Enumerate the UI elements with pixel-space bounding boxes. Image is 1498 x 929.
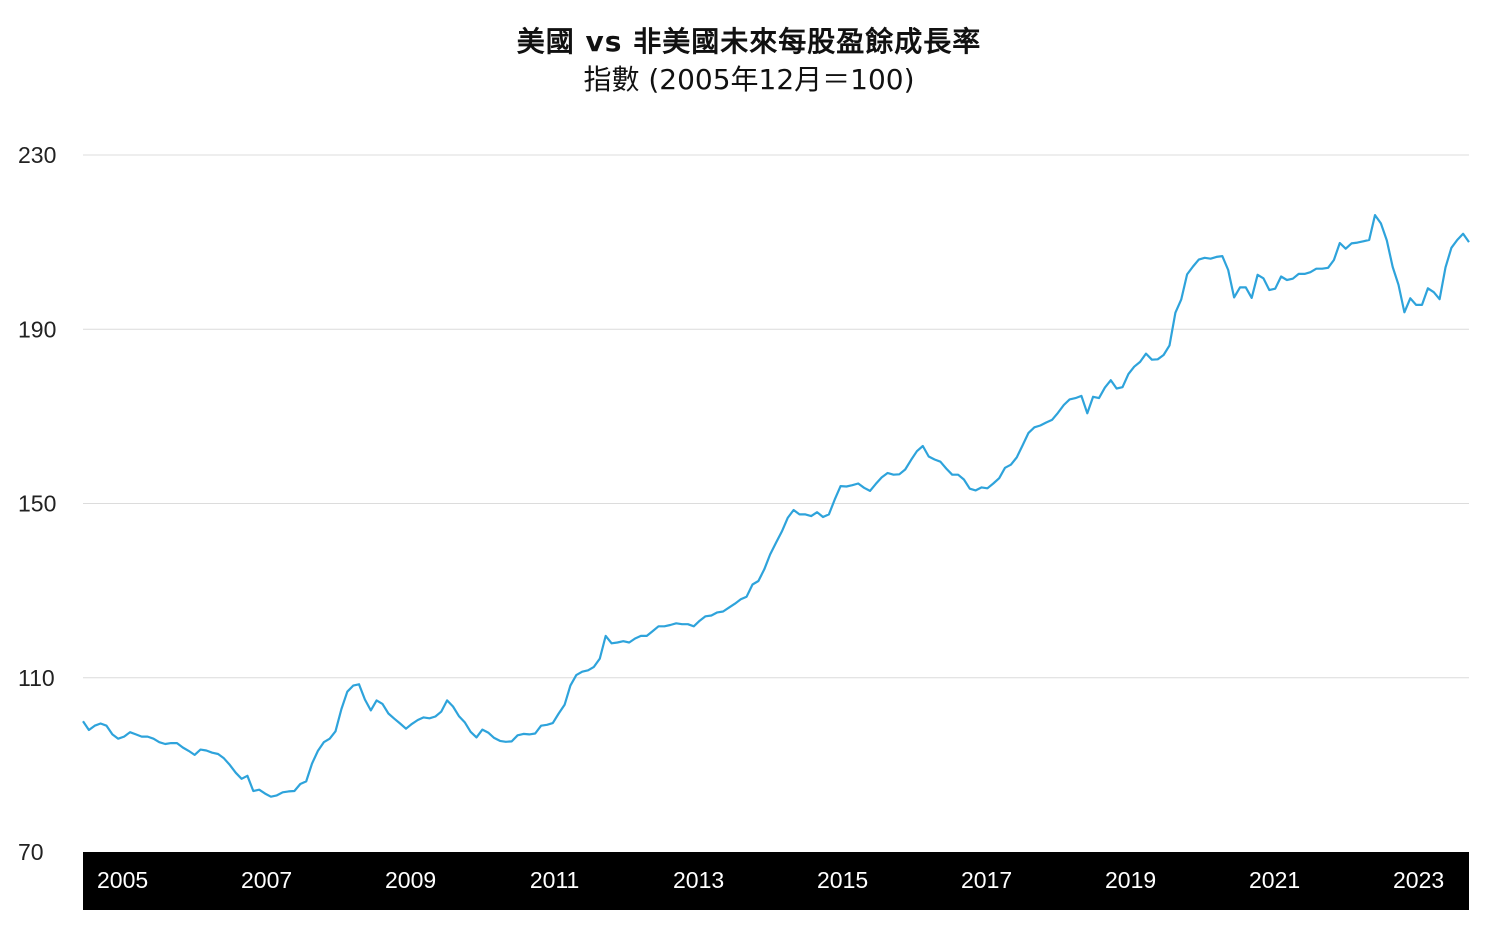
x-axis-ticks: 2005 2007 2009 2011 2013 2015 2017 2019 2021 2023 xyxy=(97,867,1444,893)
y-tick-label: 110 xyxy=(18,665,55,691)
chart-subtitle: 指數 (2005年12月＝100) xyxy=(583,63,915,96)
chart-title: 美國 vs 非美國未來每股盈餘成長率 xyxy=(516,25,982,58)
x-tick-label: 2017 xyxy=(961,867,1012,893)
series-line-0 xyxy=(82,214,1470,798)
y-axis-ticks: 70 110 150 190 230 xyxy=(18,142,56,865)
x-tick-label: 2019 xyxy=(1105,867,1156,893)
x-tick-label: 2023 xyxy=(1393,867,1444,893)
x-tick-label: 2009 xyxy=(385,867,436,893)
x-tick-label: 2013 xyxy=(673,867,724,893)
x-tick-label: 2021 xyxy=(1249,867,1300,893)
gridlines xyxy=(83,154,1469,679)
x-tick-label: 2015 xyxy=(817,867,868,893)
x-tick-label: 2011 xyxy=(530,867,579,893)
y-tick-label: 70 xyxy=(18,839,44,865)
x-tick-label: 2005 xyxy=(97,867,148,893)
series-lines xyxy=(82,214,1470,798)
y-tick-label: 150 xyxy=(18,491,56,517)
y-tick-label: 230 xyxy=(18,142,56,168)
y-tick-label: 190 xyxy=(18,316,56,342)
x-axis-band xyxy=(83,852,1469,910)
x-tick-label: 2007 xyxy=(241,867,292,893)
